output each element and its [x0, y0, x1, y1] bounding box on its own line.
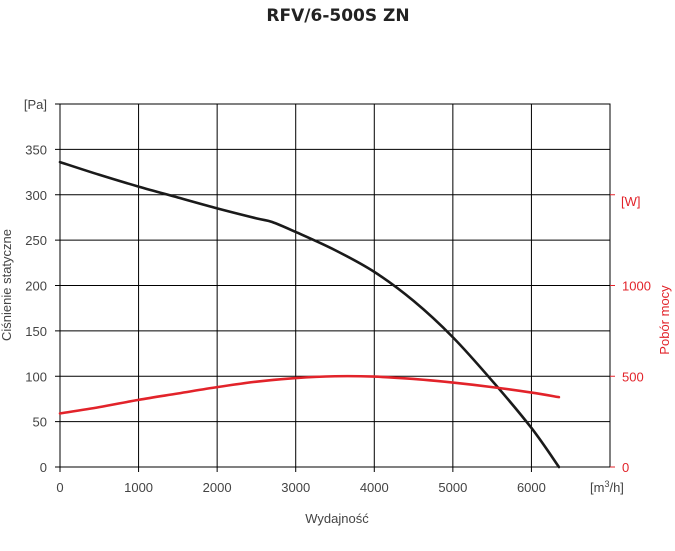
x-tick-label: 1000 [124, 480, 153, 495]
x-tick-label: 4000 [360, 480, 389, 495]
x-unit-sup: 3 [604, 479, 609, 489]
plot-grid [59, 104, 610, 468]
x-axis-ticks: 0 1000 2000 3000 4000 5000 6000 [56, 467, 546, 495]
x-unit-suffix: /h] [609, 480, 623, 495]
x-tick-label: 5000 [438, 480, 467, 495]
x-tick-label: 6000 [517, 480, 546, 495]
left-tick-label: 350 [25, 142, 47, 157]
x-unit-prefix: [m [590, 480, 604, 495]
pressure-series-line [58, 160, 561, 469]
left-axis-ticks: 0 50 100 150 200 250 300 350 [25, 103, 60, 475]
left-tick-label: 0 [40, 460, 47, 475]
left-tick-label: 150 [25, 324, 47, 339]
left-tick-label: 100 [25, 369, 47, 384]
x-tick-label: 3000 [281, 480, 310, 495]
right-axis-unit: [W] [621, 194, 641, 209]
left-tick-label: 50 [33, 415, 47, 430]
left-tick-label: 200 [25, 279, 47, 294]
right-tick-label: 0 [622, 460, 629, 475]
left-axis-unit: [Pa] [24, 97, 47, 112]
left-tick-label: 250 [25, 233, 47, 248]
right-tick-label: 1000 [622, 279, 651, 294]
x-axis-unit: [m3/h] [590, 479, 624, 495]
left-tick-label: 300 [25, 188, 47, 203]
series-layer [58, 160, 561, 469]
right-tick-label: 500 [622, 369, 644, 384]
x-axis-label: Wydajność [305, 511, 369, 526]
left-axis-label: Ciśnienie statyczne [0, 229, 14, 341]
right-axis-ticks: 0 500 1000 [610, 194, 651, 475]
power-series-line [58, 374, 561, 415]
chart-title: RFV/6-500S ZN [266, 6, 409, 26]
x-tick-label: 2000 [203, 480, 232, 495]
right-axis-label: Pobór mocy [657, 285, 672, 355]
x-tick-label: 0 [56, 480, 63, 495]
